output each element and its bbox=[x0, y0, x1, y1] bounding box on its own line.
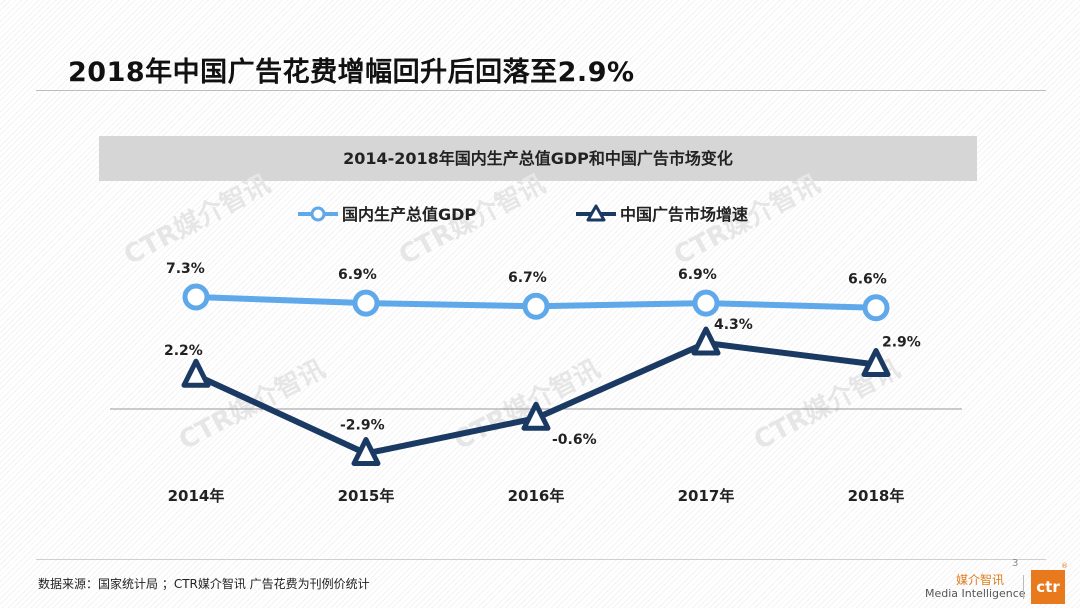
data-label-ad: -0.6% bbox=[552, 432, 597, 448]
series-layer: 7.3% 6.9% 6.7% 6.9% 6.6% 2.2% -2.9% -0.6% 4.3% 2.… bbox=[164, 261, 921, 466]
data-label-ad: 2.2% bbox=[164, 343, 203, 359]
data-label-gdp: 6.7% bbox=[508, 270, 547, 286]
footer-divider bbox=[36, 559, 1046, 560]
data-label-gdp: 6.6% bbox=[848, 272, 887, 288]
data-point-gdp bbox=[522, 292, 550, 320]
x-axis-labels: 2014年 2015年 2016年 2017年 2018年 bbox=[168, 487, 905, 505]
data-label-ad: 2.9% bbox=[882, 335, 921, 351]
logo-english-text: Media Intelligence bbox=[925, 587, 1026, 600]
x-tick-label: 2016年 bbox=[508, 487, 565, 505]
watermark-text: CTR媒介智讯 bbox=[119, 169, 275, 271]
registered-mark: ® bbox=[1061, 562, 1068, 570]
data-label-gdp: 6.9% bbox=[338, 267, 377, 283]
chart-title-bar: 2014-2018年国内生产总值GDP和中国广告市场变化 bbox=[99, 136, 977, 181]
x-tick-label: 2014年 bbox=[168, 487, 225, 505]
legend-marker-circle bbox=[310, 206, 326, 222]
ctr-logo-icon: ctr bbox=[1031, 570, 1065, 604]
legend-marker-triangle bbox=[586, 204, 606, 222]
x-tick-label: 2018年 bbox=[848, 487, 905, 505]
chart-title: 2014-2018年国内生产总值GDP和中国广告市场变化 bbox=[343, 149, 733, 168]
data-source-note: 数据来源：国家统计局 ；CTR媒介智讯 广告花费为刊例价统计 bbox=[38, 577, 370, 591]
data-point-ad bbox=[691, 326, 721, 356]
legend-label-ad: 中国广告市场增速 bbox=[620, 205, 748, 224]
data-point-gdp bbox=[182, 283, 210, 311]
logo-separator bbox=[1023, 575, 1024, 599]
data-label-ad: -2.9% bbox=[340, 417, 385, 433]
page-title: 2018年中国广告花费增幅回升后回落至2.9% bbox=[68, 57, 635, 88]
x-tick-label: 2015年 bbox=[338, 487, 395, 505]
data-point-ad bbox=[861, 348, 891, 378]
chart-legend: 国内生产总值GDP 中国广告市场增速 bbox=[298, 204, 748, 224]
data-label-ad: 4.3% bbox=[714, 317, 753, 333]
data-label-gdp: 6.9% bbox=[678, 267, 717, 283]
title-divider bbox=[36, 90, 1046, 91]
logo-chinese-text: 媒介智讯 bbox=[956, 573, 1005, 587]
data-point-gdp bbox=[862, 294, 890, 322]
data-point-ad bbox=[181, 358, 211, 388]
data-label-gdp: 7.3% bbox=[166, 261, 205, 277]
legend-label-gdp: 国内生产总值GDP bbox=[342, 205, 476, 224]
x-tick-label: 2017年 bbox=[678, 487, 735, 505]
data-point-ad bbox=[521, 401, 551, 431]
page-number: 3 bbox=[1012, 558, 1019, 569]
data-point-ad bbox=[351, 436, 381, 466]
data-point-gdp bbox=[352, 289, 380, 317]
data-point-gdp bbox=[692, 289, 720, 317]
